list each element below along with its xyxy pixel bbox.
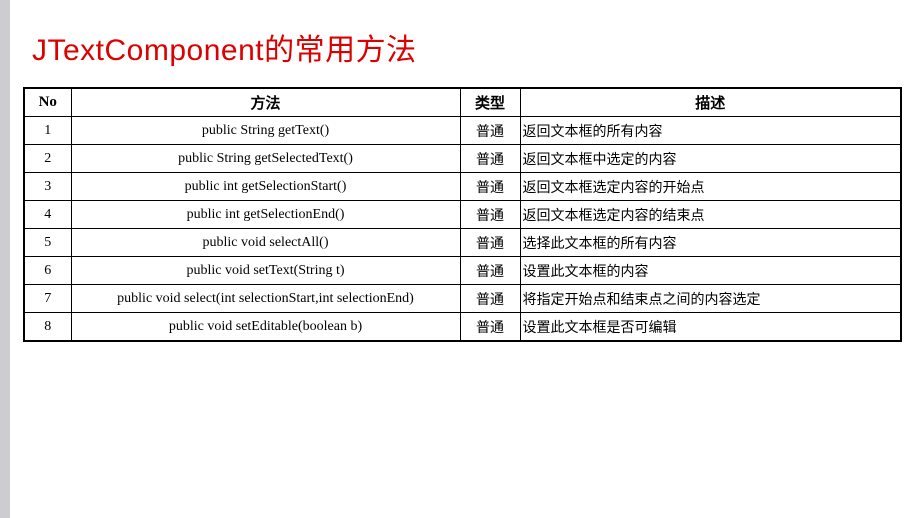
- cell-type: 普通: [459, 256, 521, 285]
- cell-method: public int getSelectionEnd(): [70, 200, 461, 229]
- table-row: 6 public void setText(String t) 普通 设置此文本…: [23, 256, 902, 285]
- cell-method: public int getSelectionStart(): [70, 172, 461, 201]
- table-row: 2 public String getSelectedText() 普通 返回文…: [23, 144, 902, 173]
- left-margin-strip: [0, 0, 10, 518]
- cell-method: public void selectAll(): [70, 228, 461, 257]
- cell-type: 普通: [459, 228, 521, 257]
- cell-method: public void select(int selectionStart,in…: [70, 284, 461, 313]
- table-row: 1 public String getText() 普通 返回文本框的所有内容: [23, 116, 902, 145]
- table-header-row: No 方法 类型 描述: [23, 87, 902, 117]
- cell-desc: 返回文本框选定内容的开始点: [519, 172, 902, 201]
- header-method: 方法: [70, 87, 461, 117]
- header-no: No: [23, 87, 72, 117]
- cell-type: 普通: [459, 172, 521, 201]
- cell-no: 4: [23, 200, 72, 229]
- table-row: 4 public int getSelectionEnd() 普通 返回文本框选…: [23, 200, 902, 229]
- cell-desc: 返回文本框的所有内容: [519, 116, 902, 145]
- cell-type: 普通: [459, 116, 521, 145]
- cell-desc: 返回文本框中选定的内容: [519, 144, 902, 173]
- table-row: 7 public void select(int selectionStart,…: [23, 284, 902, 313]
- cell-no: 8: [23, 312, 72, 342]
- cell-type: 普通: [459, 312, 521, 342]
- cell-method: public void setEditable(boolean b): [70, 312, 461, 342]
- cell-method: public String getText(): [70, 116, 461, 145]
- cell-method: public String getSelectedText(): [70, 144, 461, 173]
- cell-type: 普通: [459, 284, 521, 313]
- table-row: 5 public void selectAll() 普通 选择此文本框的所有内容: [23, 228, 902, 257]
- table-row: 3 public int getSelectionStart() 普通 返回文本…: [23, 172, 902, 201]
- cell-no: 1: [23, 116, 72, 145]
- cell-type: 普通: [459, 200, 521, 229]
- cell-type: 普通: [459, 144, 521, 173]
- cell-desc: 将指定开始点和结束点之间的内容选定: [519, 284, 902, 313]
- cell-no: 3: [23, 172, 72, 201]
- cell-no: 2: [23, 144, 72, 173]
- cell-desc: 选择此文本框的所有内容: [519, 228, 902, 257]
- cell-desc: 设置此文本框的内容: [519, 256, 902, 285]
- methods-table: No 方法 类型 描述 1 public String getText() 普通…: [23, 87, 902, 342]
- header-type: 类型: [459, 87, 521, 117]
- cell-no: 6: [23, 256, 72, 285]
- cell-method: public void setText(String t): [70, 256, 461, 285]
- header-desc: 描述: [519, 87, 902, 117]
- cell-no: 5: [23, 228, 72, 257]
- table-row: 8 public void setEditable(boolean b) 普通 …: [23, 312, 902, 342]
- cell-desc: 设置此文本框是否可编辑: [519, 312, 902, 342]
- page-title: JTextComponent的常用方法: [32, 34, 417, 67]
- cell-desc: 返回文本框选定内容的结束点: [519, 200, 902, 229]
- cell-no: 7: [23, 284, 72, 313]
